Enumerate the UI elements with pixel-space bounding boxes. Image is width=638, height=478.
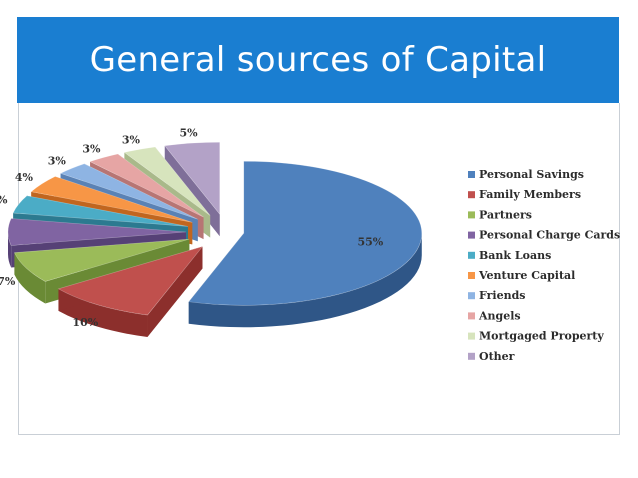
slide-title: General sources of Capital [89, 40, 547, 80]
slice-side-personal-savings [188, 233, 422, 328]
slice-top-family-members [57, 246, 204, 316]
label-friends: 3% [48, 154, 67, 167]
legend-label-venture-capital: Venture Capital [478, 269, 575, 282]
label-venture-capital: 4% [15, 171, 34, 184]
legend-swatch-family-members [468, 191, 475, 199]
legend-label-angels: Angels [478, 309, 521, 322]
label-bank-loans: 4% [0, 194, 8, 207]
slice-top-friends [59, 163, 198, 220]
legend-swatch-bank-loans [468, 251, 475, 259]
legend-label-partners: Partners [479, 208, 532, 221]
legend-label-personal-charge-cards: Personal Charge Cards [479, 229, 620, 242]
legend-swatch-friends [468, 292, 475, 300]
legend-swatch-partners [468, 211, 475, 219]
legend-label-bank-loans: Bank Loans [479, 249, 551, 262]
label-personal-savings: 55% [357, 235, 383, 248]
slice-top-angels [89, 153, 204, 218]
legend-swatch-venture-capital [468, 272, 475, 279]
legend-swatch-personal-charge-cards [468, 231, 475, 239]
legend-label-other: Other [479, 350, 515, 363]
legend-swatch-personal-savings [468, 171, 475, 178]
slice-top-other [164, 141, 221, 216]
slice-top-partners [13, 238, 190, 282]
slice-top-bank-loans [12, 195, 189, 227]
label-other: 5% [180, 127, 199, 140]
slice-top-mortgaged-property [123, 146, 211, 216]
slice-personal-savings [188, 160, 423, 328]
legend-swatch-angels [468, 312, 475, 320]
legend-label-personal-savings: Personal Savings [479, 168, 584, 181]
slice-top-personal-charge-cards [7, 218, 187, 246]
chart-legend: Personal Savings Family Members Partners Pe… [468, 168, 620, 363]
label-angels: 3% [82, 142, 101, 155]
pie-labels: 55%10%7%6%4%4%3%3%3%5% [0, 127, 384, 329]
label-mortgaged-property: 3% [122, 133, 141, 146]
slice-top-personal-savings [188, 160, 423, 306]
legend-swatch-mortgaged-property [468, 332, 475, 340]
label-partners: 7% [0, 275, 16, 288]
legend-label-friends: Friends [479, 289, 525, 302]
slice-family-members [57, 246, 204, 338]
slice-side-personal-charge-cards [8, 232, 12, 268]
pie-slices [7, 141, 423, 338]
legend-swatch-other [468, 352, 475, 360]
legend-label-mortgaged-property: Mortgaged Property [479, 330, 604, 343]
slice-top-venture-capital [30, 176, 193, 223]
label-family-members: 10% [72, 316, 98, 329]
legend-label-family-members: Family Members [479, 188, 581, 201]
slide-title-bar: General sources of Capital [17, 17, 619, 103]
